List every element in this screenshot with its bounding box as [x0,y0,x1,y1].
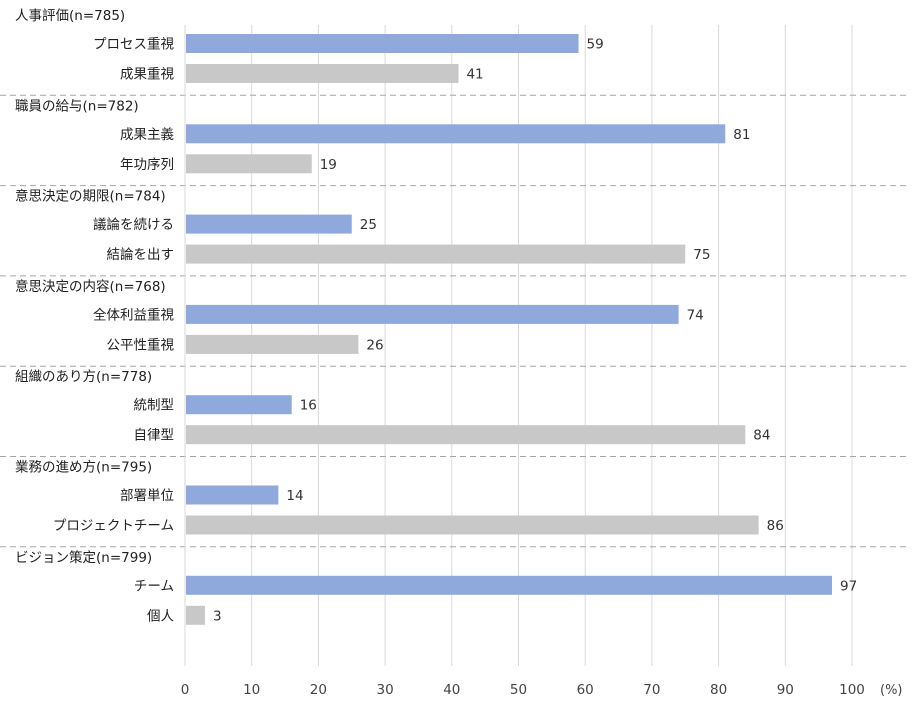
data-label: 26 [366,337,383,353]
group-separators [0,94,908,548]
category-label: 年功序列 [120,157,174,173]
category-label: 自律型 [134,428,175,444]
category-label: プロジェクトチーム [53,518,174,534]
x-axis-unit: (%) [880,683,903,698]
bar [186,425,746,445]
bar [186,214,352,234]
bar [186,304,679,324]
data-label: 84 [753,428,770,444]
category-label: 部署単位 [120,488,174,504]
group-label: 組織のあり方(n=778) [15,369,152,385]
x-tick-label: 20 [310,682,327,698]
category-label: 個人 [147,608,174,624]
bar [186,64,459,83]
group-label: 意思決定の期限(n=784) [15,188,166,205]
group-label: 人事評価(n=785) [15,8,125,24]
bar [186,515,759,535]
data-label: 75 [693,247,710,263]
category-label: プロセス重視 [93,37,174,53]
x-tick-label: 10 [243,682,260,698]
data-label: 16 [300,398,317,414]
bar [186,575,832,595]
labels: 人事評価(n=785) プロセス重視 59 成果重視 41 職員の給与(n=782) 成果主… [15,8,857,624]
bar [186,334,359,354]
data-label: 74 [687,307,704,323]
data-label: 25 [360,217,377,233]
data-label: 19 [320,157,337,173]
category-label: 成果重視 [120,67,174,83]
data-label: 14 [286,488,303,504]
data-label: 86 [767,518,784,534]
x-tick-label: 0 [181,682,190,698]
category-label: 議論を続ける [93,216,174,233]
bars [186,34,832,625]
category-label: 公平性重視 [107,337,175,353]
x-tick-label: 80 [710,682,727,698]
x-tick-label: 30 [377,682,394,698]
x-tick-label: 40 [443,682,460,698]
group-label: ビジョン策定(n=799) [15,549,152,566]
category-label: チーム [134,578,174,594]
x-tick-label: 60 [577,682,594,698]
bar [186,605,206,625]
category-label: 成果主義 [120,126,174,143]
x-tick-label: 50 [510,682,527,698]
x-axis: (%) 0 10 20 30 40 50 60 70 80 90 100 [181,25,903,698]
group-label: 職員の給与(n=782) [15,98,139,114]
data-label: 59 [587,37,604,53]
bar [186,124,726,144]
group-label: 意思決定の内容(n=768) [15,278,166,295]
x-tick-label: 70 [643,682,660,698]
category-label: 全体利益重視 [93,306,174,323]
data-label: 41 [466,67,483,83]
data-label: 97 [840,578,857,594]
x-tick-label: 90 [777,682,794,698]
bar [186,395,292,415]
bar [186,34,579,53]
data-label: 81 [733,127,750,143]
bar [186,485,279,505]
category-label: 結論を出す [107,247,175,263]
group-label: 業務の進め方(n=795) [15,460,152,476]
x-tick-label: 100 [839,682,865,698]
bar [186,244,686,264]
data-label: 3 [213,608,222,624]
category-label: 統制型 [134,398,175,414]
bar [186,154,312,174]
